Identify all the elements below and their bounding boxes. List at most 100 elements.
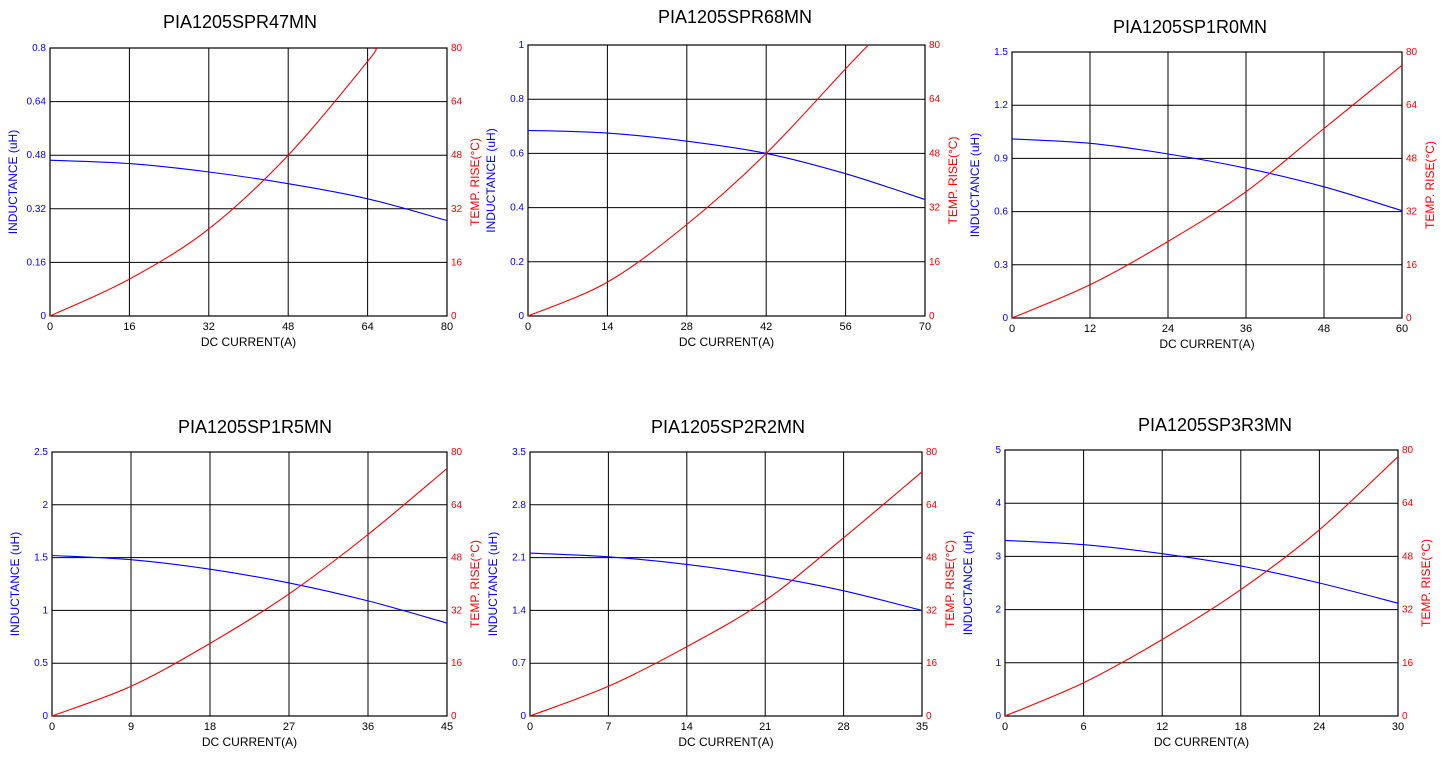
- y-axis-label-inductance: INDUCTANCE (uH): [968, 133, 982, 237]
- x-tick-label: 0: [1002, 721, 1008, 733]
- y-tick-label-temp-rise: 0: [451, 311, 457, 322]
- y-tick-label-inductance: 3: [995, 551, 1001, 562]
- x-tick-label: 36: [1240, 323, 1252, 335]
- x-tick-label: 0: [47, 321, 53, 333]
- y-tick-label-inductance: 0.6: [994, 207, 1008, 218]
- y-tick-label-temp-rise: 0: [451, 711, 457, 722]
- y-tick-label-inductance: 3.5: [512, 447, 526, 458]
- y-tick-label-temp-rise: 64: [1402, 498, 1414, 509]
- y-tick-label-inductance: 0.64: [27, 97, 47, 108]
- x-tick-label: 12: [1084, 323, 1096, 335]
- y-tick-label-temp-rise: 0: [926, 711, 932, 722]
- plot-frame: [51, 451, 448, 717]
- y-tick-label-temp-rise: 32: [926, 605, 938, 616]
- y-tick-label-temp-rise: 48: [451, 150, 463, 161]
- x-tick-label: 18: [1235, 721, 1247, 733]
- y-tick-label-temp-rise: 48: [451, 553, 463, 564]
- temp-rise-line: [51, 468, 448, 717]
- y-tick-label-temp-rise: 16: [926, 658, 938, 669]
- y-tick-label-inductance: 0.32: [27, 204, 47, 215]
- chart-title: PIA1205SP2R2MN: [651, 417, 805, 437]
- y-tick-label-temp-rise: 64: [926, 500, 938, 511]
- x-tick-label: 24: [1162, 323, 1174, 335]
- y-tick-label-temp-rise: 0: [1406, 313, 1412, 324]
- x-tick-label: 48: [282, 321, 294, 333]
- y-tick-label-temp-rise: 48: [929, 148, 941, 159]
- x-tick-label: 18: [204, 721, 216, 733]
- x-tick-label: 56: [839, 321, 851, 333]
- x-tick-label: 48: [1318, 323, 1330, 335]
- x-tick-label: 0: [527, 721, 533, 733]
- y-tick-label-temp-rise: 32: [451, 605, 463, 616]
- y-tick-label-inductance: 2: [42, 500, 48, 511]
- x-axis-label: DC CURRENT(A): [202, 735, 297, 749]
- inductance-line: [527, 129, 926, 201]
- y-tick-label-temp-rise: 80: [1402, 445, 1414, 456]
- x-tick-label: 7: [605, 721, 611, 733]
- inductance-line: [49, 159, 448, 222]
- y-tick-label-inductance: 0.5: [34, 658, 48, 669]
- y-tick-label-inductance: 2.8: [512, 500, 526, 511]
- temp-rise-line: [529, 471, 923, 717]
- x-tick-label: 28: [837, 721, 849, 733]
- y-tick-label-inductance: 1: [518, 40, 524, 51]
- y-tick-label-inductance: 0.7: [512, 658, 526, 669]
- x-tick-label: 35: [916, 721, 928, 733]
- y-tick-label-temp-rise: 48: [1406, 153, 1418, 164]
- temp-rise-line: [1011, 64, 1403, 319]
- x-tick-label: 27: [283, 721, 295, 733]
- y-tick-label-inductance: 0.6: [510, 148, 524, 159]
- x-tick-label: 0: [1009, 323, 1015, 335]
- x-tick-label: 12: [1156, 721, 1168, 733]
- y-tick-label-temp-rise: 32: [451, 204, 463, 215]
- chart-title: PIA1205SPR68MN: [658, 7, 812, 27]
- y-tick-label-inductance: 0.16: [27, 257, 47, 268]
- chart-title: PIA1205SP1R5MN: [178, 417, 332, 437]
- inductance-line: [1004, 539, 1399, 604]
- y-tick-label-temp-rise: 64: [451, 500, 463, 511]
- y-tick-label-temp-rise: 0: [1402, 711, 1408, 722]
- x-axis-label: DC CURRENT(A): [1159, 337, 1254, 351]
- x-tick-label: 36: [362, 721, 374, 733]
- x-tick-label: 0: [525, 321, 531, 333]
- temp-rise-line: [1004, 456, 1399, 717]
- temp-rise-line: [49, 47, 377, 317]
- y-tick-label-temp-rise: 0: [929, 311, 935, 322]
- x-axis-label: DC CURRENT(A): [201, 335, 296, 349]
- x-tick-label: 21: [759, 721, 771, 733]
- x-tick-label: 6: [1081, 721, 1087, 733]
- y-tick-label-temp-rise: 32: [1402, 605, 1414, 616]
- y-tick-label-inductance: 0: [1002, 313, 1008, 324]
- y-axis-label-inductance: INDUCTANCE (uH): [6, 130, 20, 234]
- y-tick-label-inductance: 2.5: [34, 447, 48, 458]
- y-axis-label-temp-rise: TEMP. RISE(°C): [943, 540, 957, 628]
- y-tick-label-inductance: 0.8: [510, 94, 524, 105]
- y-tick-label-inductance: 1.2: [994, 100, 1008, 111]
- inductance-line: [529, 552, 923, 611]
- y-tick-label-inductance: 0.8: [32, 43, 46, 54]
- y-tick-label-temp-rise: 64: [1406, 100, 1418, 111]
- inductance-line: [1011, 138, 1403, 212]
- y-tick-label-inductance: 2.1: [512, 553, 526, 564]
- y-tick-label-inductance: 1.5: [34, 553, 48, 564]
- y-tick-label-inductance: 2: [995, 605, 1001, 616]
- y-tick-label-temp-rise: 80: [926, 447, 938, 458]
- chart-title: PIA1205SPR47MN: [163, 12, 317, 32]
- y-axis-label-temp-rise: TEMP. RISE(°C): [1423, 141, 1437, 229]
- y-tick-label-temp-rise: 32: [1406, 207, 1418, 218]
- plot-frame: [49, 47, 448, 317]
- x-tick-label: 45: [441, 721, 453, 733]
- y-tick-label-inductance: 0.9: [994, 153, 1008, 164]
- y-tick-label-temp-rise: 16: [451, 257, 463, 268]
- y-axis-label-inductance: INDUCTANCE (uH): [484, 128, 498, 232]
- y-tick-label-temp-rise: 80: [1406, 47, 1418, 58]
- x-tick-label: 32: [203, 321, 215, 333]
- x-tick-label: 14: [601, 321, 613, 333]
- y-tick-label-temp-rise: 16: [929, 257, 941, 268]
- x-axis-label: DC CURRENT(A): [678, 735, 773, 749]
- x-tick-label: 14: [681, 721, 693, 733]
- y-axis-label-inductance: INDUCTANCE (uH): [961, 531, 975, 635]
